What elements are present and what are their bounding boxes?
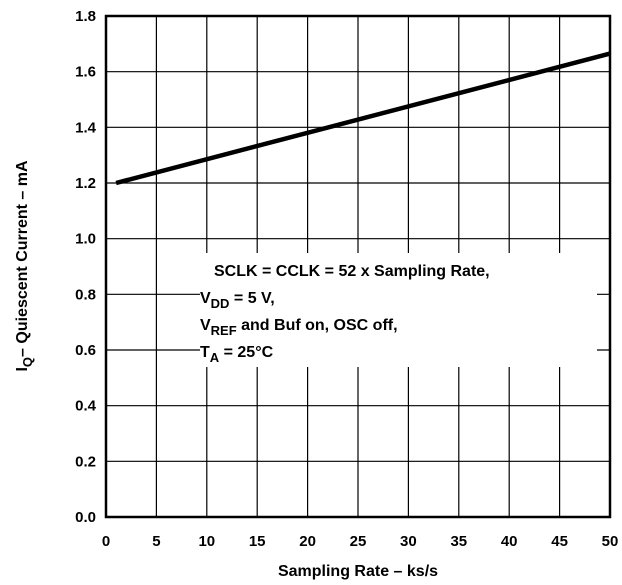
annotation-line-2: VDD = 5 V, — [200, 290, 275, 311]
annotation-line-4: TA = 25°C — [200, 344, 274, 365]
x-tick-label-3: 15 — [249, 533, 266, 550]
x-tick-labels: 0 5 10 15 20 25 30 35 40 45 50 — [102, 533, 619, 550]
y-tick-labels: 0.0 0.2 0.4 0.6 0.8 1.0 1.2 1.4 1.6 1.8 — [75, 8, 97, 526]
x-tick-label-0: 0 — [102, 533, 110, 550]
y-tick-label-9: 1.8 — [75, 8, 96, 25]
annotation-line-3: VREF and Buf on, OSC off, — [200, 317, 398, 338]
x-tick-label-9: 45 — [551, 533, 568, 550]
series-layer — [115, 51, 611, 186]
plot-frame — [104, 14, 612, 519]
y-tick-label-5: 1.0 — [75, 231, 96, 248]
y-tick-label-2: 0.4 — [75, 398, 97, 415]
x-tick-label-1: 5 — [152, 533, 160, 550]
annotation-line-1: SCLK = CCLK = 52 x Sampling Rate, — [214, 263, 490, 280]
x-tick-label-10: 50 — [602, 533, 619, 550]
y-tick-label-4: 0.8 — [75, 286, 96, 303]
x-tick-label-7: 35 — [450, 533, 467, 550]
x-tick-label-4: 20 — [299, 533, 316, 550]
y-tick-label-0: 0.0 — [75, 509, 96, 526]
x-tick-label-8: 40 — [501, 533, 518, 550]
y-tick-label-8: 1.6 — [75, 64, 96, 81]
y-tick-label-7: 1.4 — [75, 119, 97, 136]
x-tick-label-6: 30 — [400, 533, 417, 550]
series-line-0 — [115, 51, 611, 186]
x-tick-label-2: 10 — [198, 533, 215, 550]
annotation-box — [200, 253, 597, 367]
x-tick-label-5: 25 — [350, 533, 367, 550]
y-tick-label-1: 0.2 — [75, 453, 96, 470]
y-tick-label-3: 0.6 — [75, 342, 96, 359]
x-axis-label: Sampling Rate – ks/s — [278, 563, 438, 580]
y-axis-label: IQ– Quiescent Current – mA — [14, 160, 35, 372]
y-tick-label-6: 1.2 — [75, 175, 96, 192]
